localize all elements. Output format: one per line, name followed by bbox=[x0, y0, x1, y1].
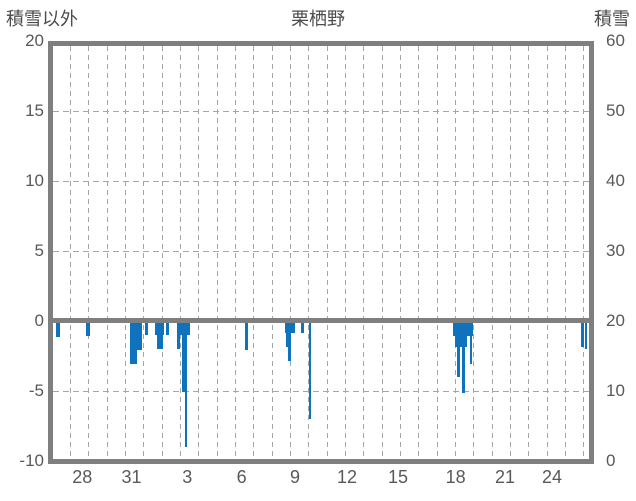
data-bar bbox=[156, 320, 163, 349]
gridline-horizontal bbox=[53, 390, 589, 392]
y-axis-right-tick: 50 bbox=[606, 100, 625, 120]
gridline-vertical bbox=[234, 46, 236, 459]
x-axis-tick: 12 bbox=[336, 467, 358, 487]
gridline-vertical bbox=[179, 46, 181, 459]
chart-title: 栗栖野 bbox=[291, 9, 345, 29]
gridline-horizontal bbox=[53, 110, 589, 112]
y-axis-left-tick: 0 bbox=[34, 310, 44, 330]
gridline-vertical bbox=[363, 46, 365, 459]
gridline-vertical bbox=[509, 46, 511, 459]
gridline-vertical bbox=[253, 46, 255, 459]
gridline-vertical bbox=[271, 46, 273, 459]
gridline-vertical bbox=[289, 46, 291, 459]
left-axis-label: 積雪以外 bbox=[6, 9, 78, 29]
y-axis-right-tick: 0 bbox=[606, 450, 616, 470]
gridline-vertical bbox=[161, 46, 163, 459]
data-bar bbox=[86, 320, 90, 336]
y-axis-left-tick: 20 bbox=[25, 30, 44, 50]
gridline-horizontal bbox=[53, 180, 589, 182]
data-bar bbox=[300, 320, 304, 334]
data-bar bbox=[176, 320, 180, 349]
x-axis-tick: 6 bbox=[236, 467, 247, 487]
gridline-vertical bbox=[381, 46, 383, 459]
x-axis-tick: 24 bbox=[541, 467, 563, 487]
x-axis-tick: 3 bbox=[182, 467, 193, 487]
data-bar bbox=[461, 320, 465, 394]
data-bar bbox=[469, 320, 472, 364]
y-axis-right-tick: 30 bbox=[606, 240, 625, 260]
data-bar bbox=[181, 320, 185, 392]
gridline-horizontal bbox=[53, 250, 589, 252]
data-bar bbox=[145, 320, 148, 335]
x-axis-tick: 18 bbox=[445, 467, 466, 487]
data-bar bbox=[287, 320, 291, 362]
gridline-vertical bbox=[583, 46, 585, 459]
x-axis-tick: 31 bbox=[121, 467, 142, 487]
gridline-vertical bbox=[418, 46, 420, 459]
gridline-vertical bbox=[454, 46, 456, 459]
y-axis-left-tick: -10 bbox=[19, 450, 44, 470]
y-axis-right-tick: 40 bbox=[606, 170, 625, 190]
y-axis-left-tick: 5 bbox=[34, 240, 44, 260]
y-axis-left-tick: 15 bbox=[25, 100, 44, 120]
right-axis-label: 積雪 bbox=[594, 9, 630, 29]
gridline-vertical bbox=[88, 46, 90, 459]
plot-area bbox=[48, 41, 594, 464]
gridline-vertical bbox=[564, 46, 566, 459]
gridline-vertical bbox=[436, 46, 438, 459]
gridline-vertical bbox=[399, 46, 401, 459]
gridline-vertical bbox=[106, 46, 108, 459]
data-bar bbox=[56, 320, 60, 338]
gridline-vertical bbox=[124, 46, 126, 459]
data-bar bbox=[308, 320, 311, 419]
data-bar bbox=[584, 320, 587, 349]
data-bar bbox=[184, 320, 187, 447]
gridline-vertical bbox=[70, 46, 71, 459]
gridline-vertical bbox=[143, 46, 145, 459]
y-axis-right-tick: 10 bbox=[606, 380, 625, 400]
gridline-vertical bbox=[326, 46, 328, 459]
gridline-vertical bbox=[198, 46, 200, 459]
data-bar bbox=[581, 320, 584, 348]
gridline-vertical bbox=[546, 46, 548, 459]
x-axis-tick: 9 bbox=[289, 467, 300, 487]
gridline-vertical bbox=[473, 46, 475, 459]
x-axis-tick: 28 bbox=[72, 467, 93, 487]
y-axis-right-tick: 20 bbox=[606, 310, 625, 330]
data-bar bbox=[130, 320, 137, 364]
gridline-vertical bbox=[491, 46, 493, 459]
data-bar bbox=[166, 320, 169, 335]
y-axis-right-tick: 60 bbox=[606, 30, 625, 50]
gridline-vertical bbox=[344, 46, 346, 459]
gridline-vertical bbox=[528, 46, 530, 459]
data-bar bbox=[456, 320, 460, 377]
x-axis-tick: 21 bbox=[494, 467, 516, 487]
gridline-vertical bbox=[308, 46, 310, 459]
zero-line bbox=[53, 318, 589, 323]
data-bar bbox=[244, 320, 248, 350]
y-axis-left-tick: 10 bbox=[25, 170, 44, 190]
y-axis-left-tick: -5 bbox=[28, 380, 44, 400]
gridline-vertical bbox=[216, 46, 218, 459]
x-axis-tick: 15 bbox=[387, 467, 409, 487]
